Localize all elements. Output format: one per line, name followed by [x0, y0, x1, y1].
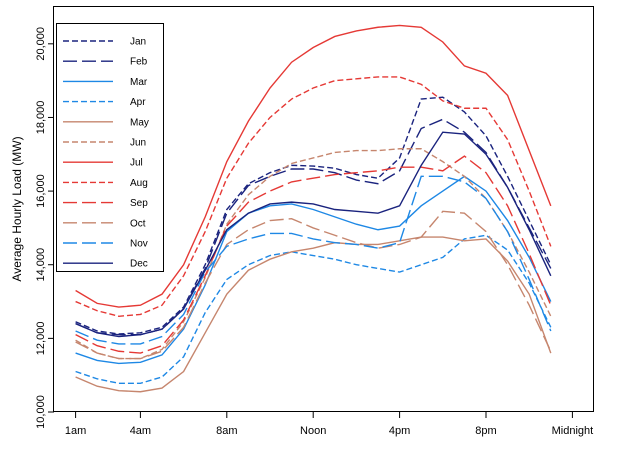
- series-line-aug: [75, 76, 552, 317]
- legend-label-feb: Feb: [130, 57, 148, 68]
- axis-layer: 1am 4am 8am Noon 4pm 8pm Midnight 10,000 12,000 1…: [35, 27, 593, 437]
- y-tick-label: 18,000: [35, 101, 47, 135]
- series-line-jun: [75, 148, 552, 360]
- legend-label-oct: Oct: [130, 218, 146, 229]
- legend-label-mar: Mar: [130, 77, 148, 88]
- legend-items: Jan Feb Mar Apr May Jun Jul Aug Sep Oct Nov Dec: [63, 37, 149, 270]
- y-axis-label: Average Hourly Load (MW): [10, 136, 24, 281]
- y-tick-label: 20,000: [35, 27, 47, 61]
- series-line-oct: [75, 210, 552, 360]
- x-tick-label: 4pm: [389, 425, 410, 437]
- series-line-nov: [75, 175, 552, 345]
- x-tick-label: 8pm: [475, 425, 496, 437]
- series-line-jan: [75, 96, 552, 335]
- plot-frame: [53, 6, 594, 412]
- legend-label-jan: Jan: [130, 37, 146, 48]
- series-line-mar: [75, 175, 552, 365]
- x-tick-label: 4am: [130, 425, 151, 437]
- legend-label-dec: Dec: [130, 259, 148, 270]
- legend-label-jul: Jul: [130, 158, 143, 169]
- x-tick-label: 8am: [216, 425, 237, 437]
- series-line-dec: [75, 131, 552, 338]
- series-line-may: [75, 236, 552, 393]
- x-tick-label: 1am: [65, 425, 86, 437]
- y-tick-label: 12,000: [35, 322, 47, 356]
- legend-label-jun: Jun: [130, 138, 146, 149]
- series-line-apr: [75, 234, 552, 384]
- legend-label-nov: Nov: [130, 239, 148, 250]
- legend: Jan Feb Mar Apr May Jun Jul Aug Sep Oct Nov Dec: [56, 23, 164, 272]
- legend-label-sep: Sep: [130, 198, 148, 209]
- y-tick-label: 14,000: [35, 248, 47, 282]
- x-tick-label: Midnight: [552, 425, 594, 437]
- y-tick-label: 10,000: [35, 395, 47, 429]
- y-tick-label: 16,000: [35, 174, 47, 208]
- legend-box: [56, 23, 164, 272]
- legend-label-apr: Apr: [130, 97, 146, 108]
- x-tick-label: Noon: [300, 425, 326, 437]
- legend-label-may: May: [130, 117, 149, 128]
- series-line-sep: [75, 155, 552, 354]
- series-layer: [75, 24, 552, 393]
- series-line-jul: [75, 24, 552, 308]
- legend-label-aug: Aug: [130, 178, 148, 189]
